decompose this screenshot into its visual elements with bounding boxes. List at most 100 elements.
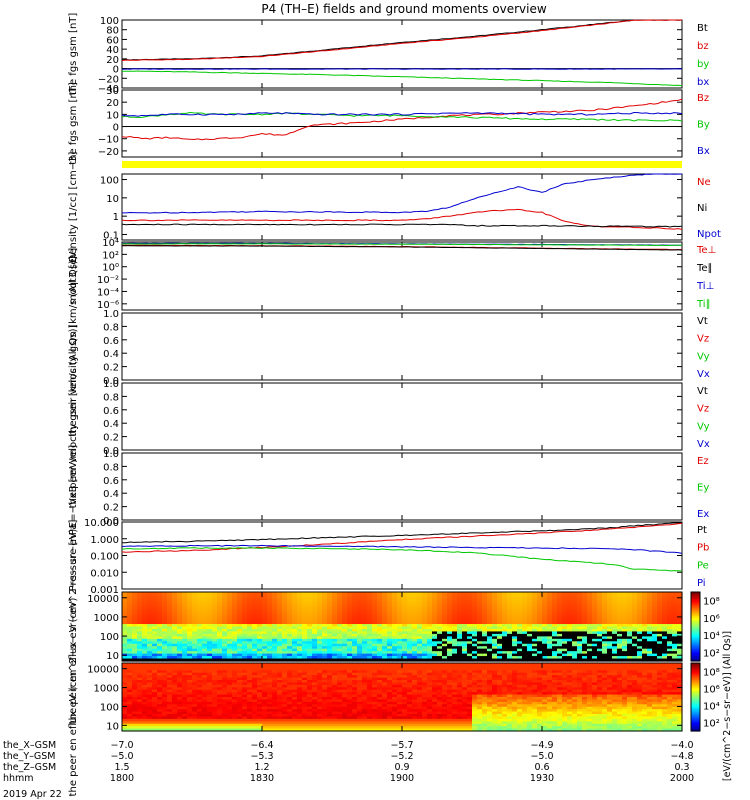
y-tick-label: 10000 bbox=[87, 594, 119, 605]
panel-frame bbox=[121, 312, 683, 381]
y-tick-label: 10⁻⁶ bbox=[97, 300, 119, 311]
legend-entry: Ne bbox=[697, 177, 711, 188]
time-axis-value: −6.4 bbox=[250, 740, 273, 751]
time-axis-value: −5.2 bbox=[390, 751, 413, 762]
series-line-Pe bbox=[121, 547, 683, 572]
panel-frame bbox=[121, 382, 683, 451]
colorbar-tick-label: 10⁴ bbox=[703, 702, 720, 713]
time-axis-value: −5.3 bbox=[250, 751, 273, 762]
legend-entry: Vy bbox=[697, 351, 710, 362]
figure-title: P4 (TH–E) fields and ground moments over… bbox=[261, 2, 546, 16]
panel-frame bbox=[121, 173, 683, 241]
y-tick-label: 100 bbox=[100, 16, 119, 27]
legend-entry: Vx bbox=[697, 369, 710, 380]
colorbar: 10⁸ 10⁶ 10⁴ 10² bbox=[690, 662, 720, 732]
legend-entry: Bx bbox=[697, 146, 710, 157]
legend-entry: bx bbox=[697, 77, 709, 88]
legend-entry: Pt bbox=[697, 525, 707, 536]
series-line-Bt bbox=[121, 19, 683, 61]
series-line-bx bbox=[121, 68, 683, 70]
y-tick-label: 1.0 bbox=[103, 309, 119, 320]
y-axis-label: E=−VxB [mV/m] bbox=[68, 445, 79, 528]
y-tick-label: 0.0 bbox=[103, 516, 119, 527]
y-tick-label: 10.000 bbox=[84, 518, 119, 529]
legend-entry: Pi bbox=[697, 578, 706, 589]
y-axis-label: Pressure [nPa] bbox=[68, 520, 79, 592]
y-tick-label: 10⁻⁴ bbox=[97, 287, 119, 298]
y-tick-label: 1 bbox=[113, 212, 119, 223]
legend-entry: Npot bbox=[697, 229, 721, 240]
time-axis-row-label: the_Z–GSM bbox=[3, 762, 56, 773]
colorbar-tick-label: 10⁶ bbox=[703, 614, 720, 625]
legend-entry: Ti⊥ bbox=[696, 281, 714, 292]
legend-entry: By bbox=[697, 120, 710, 131]
y-tick-label: 10 bbox=[106, 721, 119, 732]
y-tick-label: 0 bbox=[113, 65, 119, 76]
series-line-Ti∥ bbox=[122, 243, 682, 247]
series-line-Pt bbox=[122, 522, 683, 544]
series-line-Pb bbox=[121, 522, 683, 553]
colorbar-frame bbox=[690, 591, 701, 662]
panel-frame bbox=[121, 89, 683, 158]
y-tick-label: 0.2 bbox=[103, 363, 119, 374]
time-axis-value: −4.8 bbox=[670, 751, 693, 762]
y-tick-label: 0.8 bbox=[103, 392, 119, 403]
y-axis-label: moqt3 [eV] bbox=[68, 248, 79, 305]
y-axis-label: the fgs gsm [nT] bbox=[68, 82, 79, 165]
y-tick-label: −20 bbox=[98, 74, 119, 85]
panel-frame bbox=[121, 452, 683, 521]
y-tick-label: 10 bbox=[106, 110, 119, 121]
colorbar-tick-label: 10⁸ bbox=[703, 668, 720, 679]
legend-entry: Vz bbox=[697, 334, 709, 345]
series-line-Ni bbox=[121, 223, 683, 228]
legend-entry: Vt bbox=[697, 386, 708, 397]
y-tick-label: 10⁴ bbox=[102, 238, 119, 249]
time-axis-value: −5.0 bbox=[110, 751, 133, 762]
time-axis-row-label: the_X–GSM bbox=[3, 740, 56, 751]
y-tick-label: 0.0 bbox=[103, 446, 119, 457]
time-axis-value: 0.6 bbox=[534, 762, 549, 773]
y-tick-label: 0.100 bbox=[90, 552, 119, 563]
series-line-by bbox=[122, 70, 683, 87]
y-axis-label: Density [1/cc] [cm−3] bbox=[68, 152, 79, 263]
colorbar-tick-label: 10⁶ bbox=[703, 685, 720, 696]
colorbar-tick-label: 10² bbox=[703, 648, 720, 659]
legend-entry: Vz bbox=[697, 404, 709, 415]
y-tick-label: 100 bbox=[100, 632, 119, 643]
panel-3: 100 10 1 0.1 Density [1/cc] [cm−3] Ne Ni Npot bbox=[68, 152, 721, 263]
y-tick-label: 10 bbox=[106, 651, 119, 662]
y-tick-label: 0.4 bbox=[103, 489, 119, 500]
y-axis-label: the peer en eflux eV (cm^2−s− sr−eV) bbox=[68, 597, 79, 796]
legend-entry: Vt bbox=[697, 316, 708, 327]
y-tick-label: 100 bbox=[100, 702, 119, 713]
colorbar-tick-label: 10² bbox=[703, 719, 720, 730]
time-axis-row-label: the_Y–GSM bbox=[3, 751, 55, 762]
time-axis-row-label: hhmm bbox=[3, 773, 34, 784]
y-tick-label: 0.2 bbox=[103, 433, 119, 444]
y-axis-label: the fgs gsm [nT] bbox=[68, 13, 79, 96]
y-tick-label: 10⁻² bbox=[97, 275, 119, 286]
y-tick-label: 10000 bbox=[87, 665, 119, 676]
y-tick-label: 0.6 bbox=[103, 406, 119, 417]
series-line-Pi bbox=[121, 544, 683, 554]
legend-entry: Ez bbox=[697, 456, 709, 467]
panel-8: 10.000 1.000 0.100 0.010 0.001 Pressure [nPa]… bbox=[68, 518, 709, 596]
y-tick-label: −20 bbox=[98, 147, 119, 158]
legend-entry: Ti∥ bbox=[696, 299, 711, 310]
y-tick-label: 0.4 bbox=[103, 419, 119, 430]
legend-entry: by bbox=[697, 59, 709, 70]
panel-7: 1.0 0.8 0.6 0.4 0.2 0.0 E=−VxB [mV/m] Ez Ey Ex bbox=[68, 445, 709, 528]
legend-entry: Ni bbox=[697, 203, 707, 214]
y-tick-label: 60 bbox=[106, 35, 119, 46]
time-axis-value: −4.9 bbox=[530, 740, 553, 751]
legend-entry: Vx bbox=[697, 439, 710, 450]
time-axis-value: 1.5 bbox=[114, 762, 129, 773]
legend-entry: Pb bbox=[697, 543, 709, 554]
y-tick-label: 10 bbox=[106, 194, 119, 205]
series-line-bz bbox=[121, 19, 682, 61]
y-tick-label: 1000 bbox=[94, 684, 119, 695]
legend-entry: Te∥ bbox=[696, 263, 713, 274]
y-tick-label: 0.1 bbox=[103, 230, 119, 241]
